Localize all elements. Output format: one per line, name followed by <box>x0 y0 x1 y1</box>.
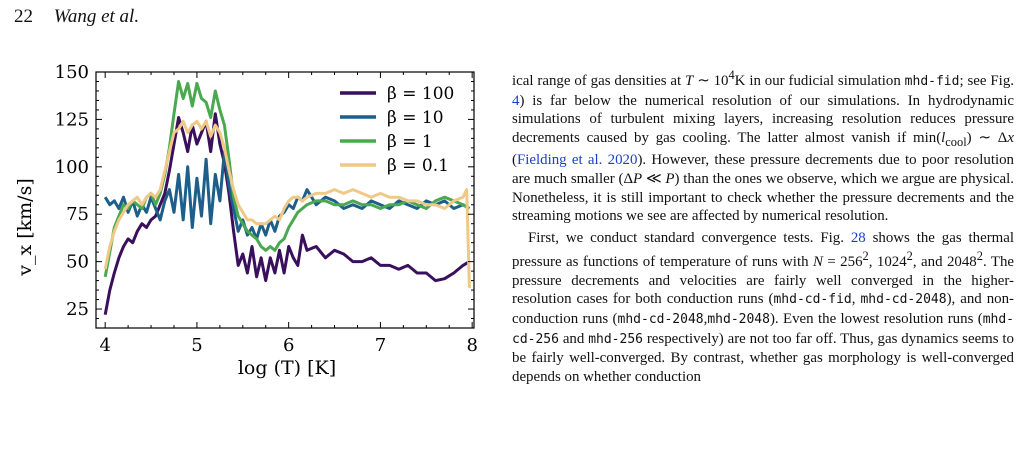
body-text: ical range of gas densities at T ∼ 104K … <box>512 66 1014 386</box>
citation-link[interactable]: Fielding et al. 2020 <box>516 152 638 169</box>
page-header: 22 Wang et al. <box>14 6 139 28</box>
y-tick-label: 75 <box>66 204 89 225</box>
x-tick-label: 4 <box>99 335 110 356</box>
y-tick-label: 150 <box>55 62 89 83</box>
running-head-authors: Wang et al. <box>53 6 140 27</box>
legend-label: β = 1 <box>387 132 433 152</box>
paragraph-1: ical range of gas densities at T ∼ 104K … <box>512 68 1015 225</box>
code-run-name: mhd-fid <box>904 73 960 89</box>
series-line-4 <box>103 119 471 289</box>
figure-link[interactable]: 28 <box>850 229 866 246</box>
y-tick-label: 25 <box>66 299 89 320</box>
plot-lines <box>103 80 471 315</box>
y-tick-label: 100 <box>55 157 89 178</box>
axis-ticks: 4 5 6 7 8 25 50 75 100 125 150 <box>55 62 478 356</box>
legend-label: β = 100 <box>387 84 454 104</box>
x-tick-label: 8 <box>466 335 477 356</box>
series-line-1 <box>103 112 471 315</box>
x-tick-label: 6 <box>283 335 294 356</box>
y-tick-label: 125 <box>55 109 89 130</box>
figure-link[interactable]: 4 <box>512 92 520 109</box>
paragraph-2: First, we conduct standard convergence t… <box>512 229 1015 385</box>
x-tick-label: 7 <box>375 335 386 356</box>
page-number: 22 <box>14 6 33 27</box>
y-axis-label: v_x [km/s] <box>14 178 36 277</box>
y-tick-label: 50 <box>66 252 89 273</box>
legend: β = 100 β = 10 β = 1 β = 0.1 <box>340 84 454 176</box>
plot-frame <box>95 71 475 329</box>
x-axis-label: log (T) [K] <box>238 357 336 379</box>
x-tick-label: 5 <box>191 335 202 356</box>
series-line-3 <box>103 80 471 278</box>
legend-label: β = 0.1 <box>387 156 449 176</box>
legend-label: β = 10 <box>387 108 444 128</box>
